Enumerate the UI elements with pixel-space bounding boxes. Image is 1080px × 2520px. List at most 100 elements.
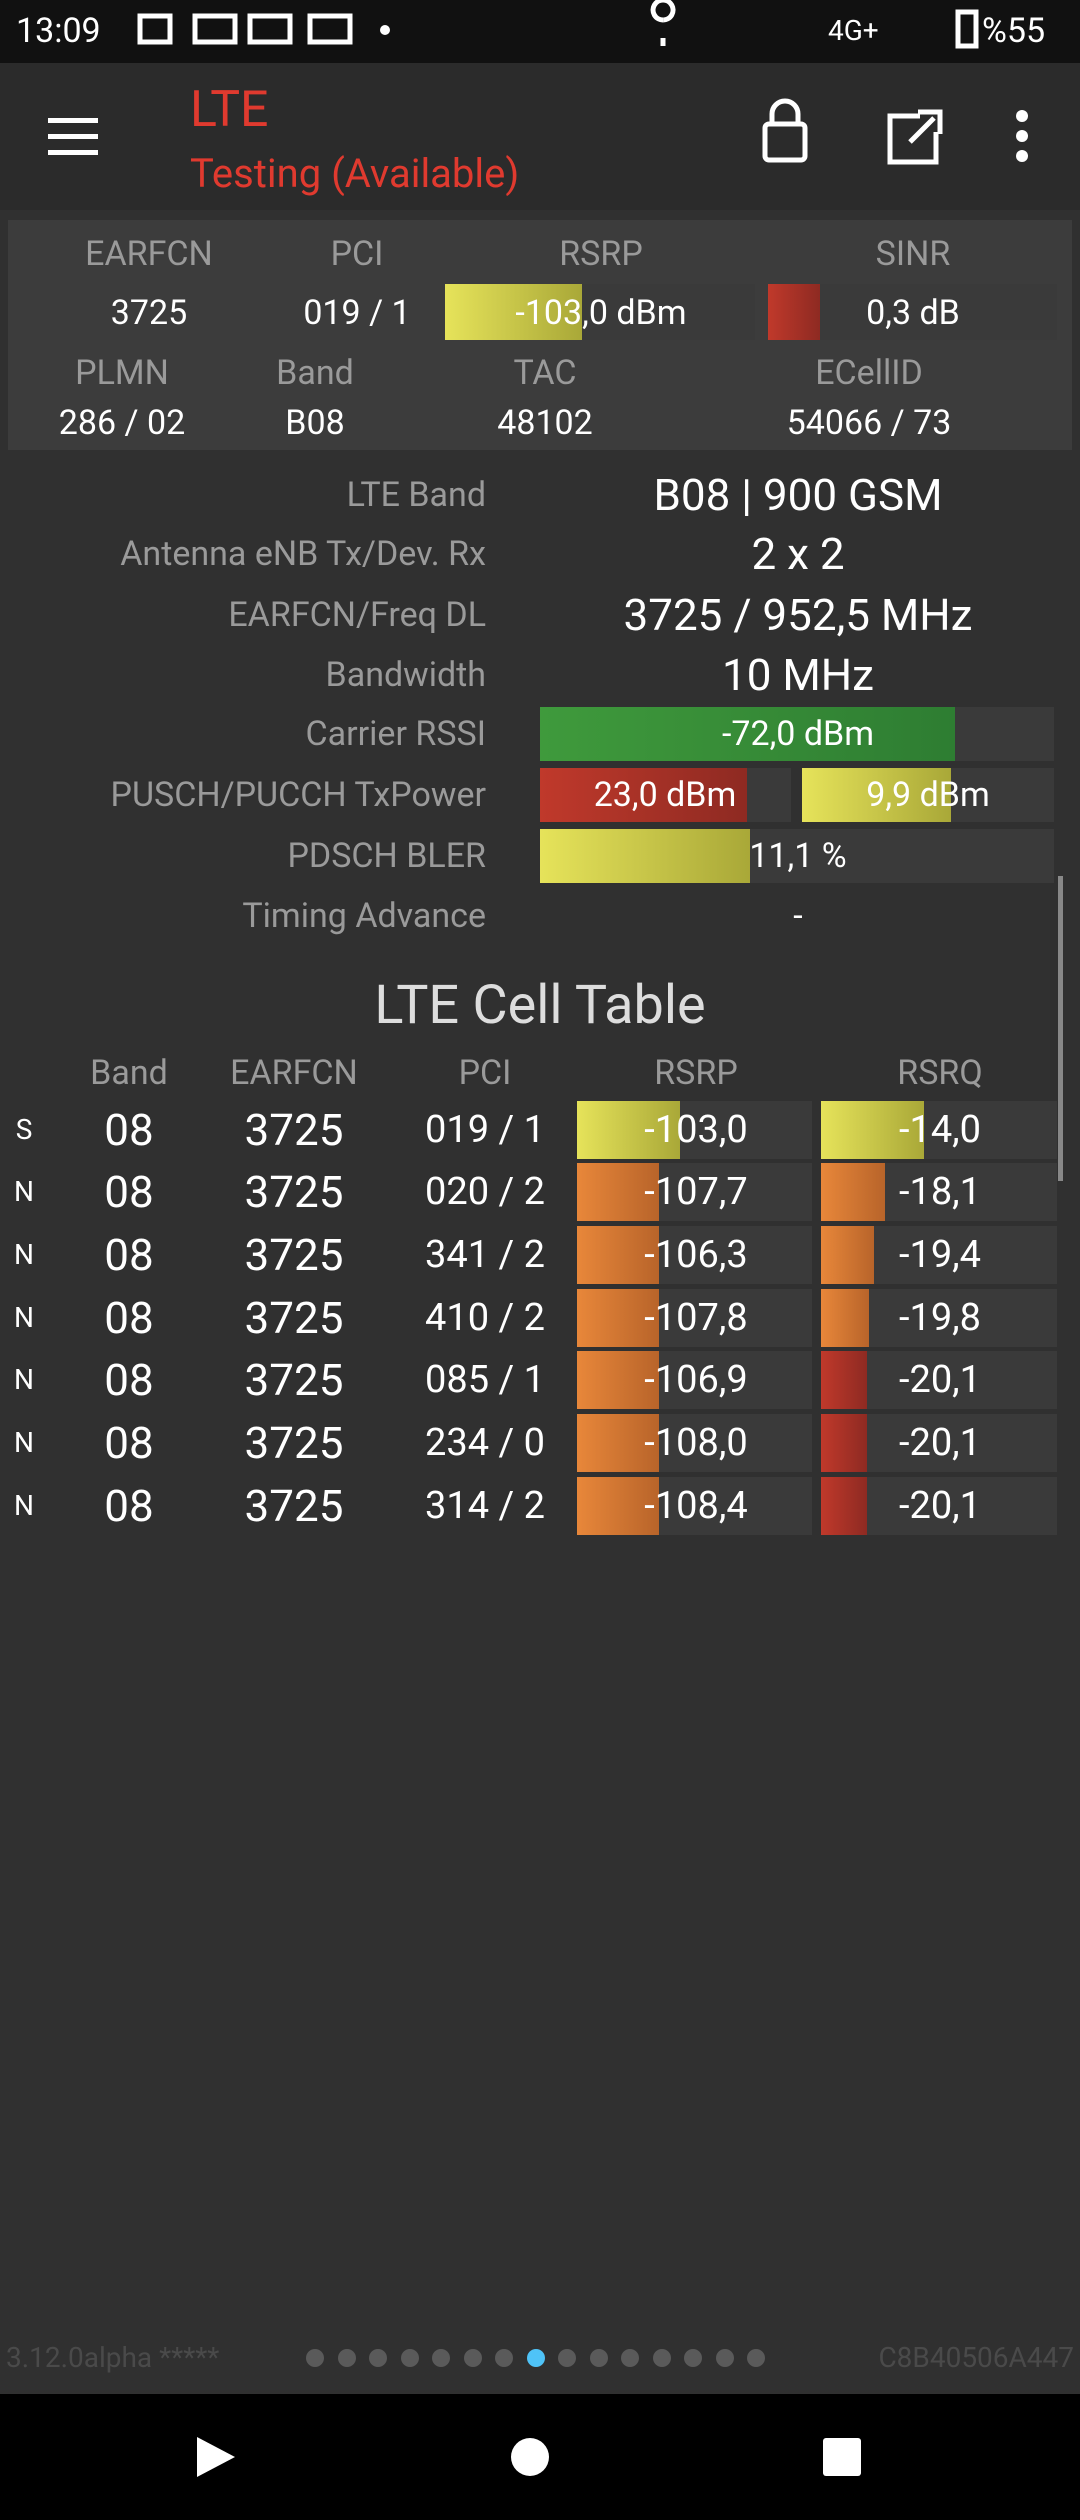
- cell-rsrp: -106,3: [644, 1233, 748, 1277]
- page-dot: [747, 2349, 765, 2367]
- toolbar: [0, 63, 1080, 210]
- rsrp-cell-bar-fill: [577, 1414, 659, 1472]
- info-value: 11,1 %: [749, 836, 847, 876]
- rsrp-bar: [445, 284, 755, 340]
- cell-earfcn: 3725: [244, 1480, 344, 1532]
- summary-value: 54066 / 73: [786, 403, 952, 443]
- cell-band: 08: [104, 1104, 154, 1156]
- home-button[interactable]: [511, 2438, 549, 2476]
- info-label: Timing Advance: [242, 896, 486, 936]
- table-header: EARFCN: [230, 1053, 358, 1093]
- page-dot: [432, 2349, 450, 2367]
- cell-pci: 341 / 2: [425, 1233, 545, 1277]
- cell-rsrp: -108,0: [644, 1421, 748, 1465]
- cell-earfcn: 3725: [244, 1354, 344, 1406]
- info-label: Bandwidth: [325, 655, 486, 695]
- rsrq-cell-bar: [821, 1289, 1057, 1347]
- rsrp-cell-bar-fill: [577, 1226, 659, 1284]
- rsrq-cell-bar: [821, 1163, 1057, 1221]
- page-dot: [463, 2349, 482, 2367]
- cell-rsrq: -20,1: [898, 1421, 982, 1465]
- info-value: 2 x 2: [751, 528, 845, 580]
- sinr-bar: [768, 284, 1057, 340]
- cell-rsrq: -20,1: [898, 1358, 982, 1402]
- app-title: LTE: [190, 81, 269, 139]
- cell-type: N: [14, 1426, 34, 1459]
- cell-rsrq: -18,1: [898, 1170, 982, 1214]
- rsrq-cell-bar: [821, 1477, 1057, 1535]
- cell-band: 08: [104, 1480, 154, 1532]
- back-button[interactable]: [197, 2437, 235, 2477]
- summary-header: EARFCN: [85, 234, 213, 274]
- share-icon[interactable]: [887, 113, 939, 165]
- rsrq-cell-bar-fill: [821, 1163, 885, 1221]
- table-header: RSRP: [654, 1053, 738, 1093]
- rsrq-cell-bar-fill: [821, 1477, 867, 1535]
- page-dot: [337, 2349, 356, 2367]
- rsrp-cell-bar: [577, 1226, 812, 1284]
- cell-type: N: [14, 1238, 34, 1271]
- cell-type: S: [15, 1113, 33, 1146]
- cell-pci: 019 / 1: [425, 1108, 545, 1152]
- info-value: B08 | 900 GSM: [653, 469, 943, 521]
- summary-value: B08: [285, 403, 345, 443]
- cell-pci: 234 / 0: [425, 1421, 545, 1465]
- pusch-bar: [540, 768, 791, 822]
- recents-button[interactable]: [823, 2438, 861, 2476]
- info-value: -: [793, 896, 803, 936]
- cell-band: 08: [104, 1354, 154, 1406]
- footer-version: 3.12.0alpha *****: [6, 2341, 220, 2374]
- cell-type: N: [14, 1301, 34, 1334]
- rsrq-cell-bar-fill: [821, 1414, 867, 1472]
- menu-icon[interactable]: [48, 118, 98, 123]
- app-subtitle: Testing (Available): [190, 150, 520, 197]
- summary-header: ECellID: [815, 353, 923, 393]
- summary-header: SINR: [875, 234, 951, 274]
- cell-earfcn: 3725: [244, 1417, 344, 1469]
- summary-value: 3725: [110, 293, 188, 333]
- cell-rsrp: -107,7: [644, 1170, 748, 1214]
- sinr-bar-fill: [768, 284, 820, 340]
- summary-header: PLMN: [75, 353, 169, 393]
- page-dot: [400, 2349, 419, 2367]
- page-dot: [715, 2349, 734, 2367]
- lock-icon[interactable]: [762, 121, 808, 163]
- info-label: PDSCH BLER: [287, 836, 486, 876]
- cell-type: N: [14, 1175, 34, 1208]
- table-header: PCI: [458, 1053, 512, 1093]
- page-dot: [652, 2349, 671, 2367]
- rsrq-cell-bar: [821, 1226, 1057, 1284]
- cell-earfcn: 3725: [244, 1229, 344, 1281]
- pucch-bar: [802, 768, 1054, 822]
- cell-band: 08: [104, 1166, 154, 1218]
- page-dot: [684, 2349, 702, 2367]
- rsrq-cell-bar-fill: [821, 1226, 874, 1284]
- rsrp-cell-bar: [577, 1351, 812, 1409]
- page-dot: [495, 2349, 513, 2367]
- rsrq-cell-bar: [821, 1101, 1057, 1159]
- cell-earfcn: 3725: [244, 1292, 344, 1344]
- pusch-bar-fill: [540, 768, 747, 822]
- cell-rsrq: -14,0: [898, 1108, 982, 1152]
- cell-type: N: [14, 1363, 34, 1396]
- info-value: 3725 / 952,5 MHz: [623, 589, 973, 641]
- cell-earfcn: 3725: [244, 1104, 344, 1156]
- rsrp-cell-bar: [577, 1101, 812, 1159]
- info-value: 9,9 dBm: [866, 775, 990, 815]
- page-dot: [558, 2349, 576, 2367]
- more-icon[interactable]: [1016, 110, 1028, 122]
- footer-device-id: C8B40506A447: [878, 2341, 1074, 2374]
- cell-pci: 020 / 2: [425, 1170, 545, 1214]
- summary-header: RSRP: [559, 234, 643, 274]
- bler-bar-fill: [540, 829, 750, 883]
- rsrp-cell-bar: [577, 1163, 812, 1221]
- cell-rsrq: -19,4: [898, 1233, 982, 1277]
- pucch-bar-fill: [802, 768, 951, 822]
- cell-rsrp: -103,0: [644, 1108, 748, 1152]
- cell-pci: 314 / 2: [425, 1484, 545, 1528]
- page-dot: [526, 2349, 545, 2367]
- page-dot: [369, 2349, 387, 2367]
- rsrp-bar-fill: [445, 284, 582, 340]
- summary-value: 48102: [497, 403, 593, 443]
